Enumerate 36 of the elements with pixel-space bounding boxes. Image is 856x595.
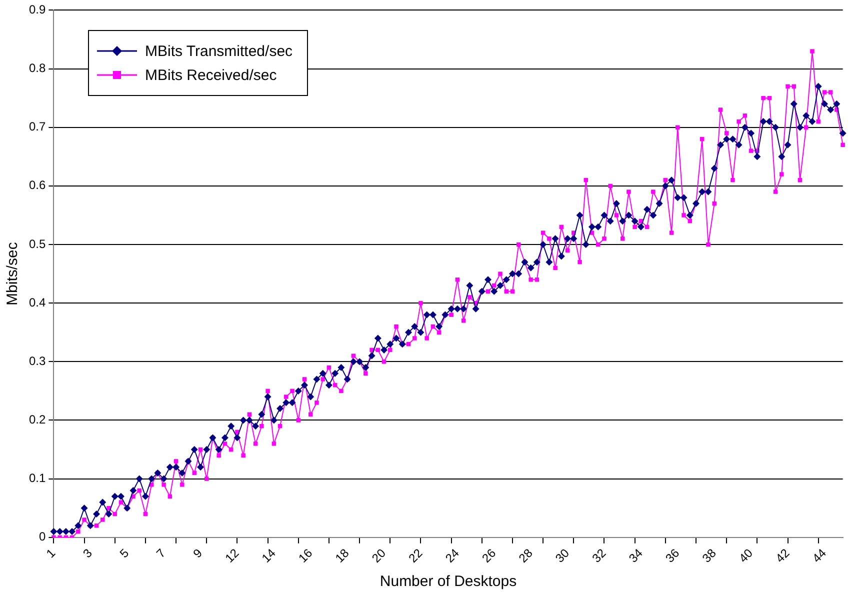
y-tick-label: 0.5 xyxy=(28,236,46,251)
x-tick-label: 24 xyxy=(442,546,462,566)
y-axis-title: Mbits/sec xyxy=(4,242,22,306)
x-tick-label: 7 xyxy=(154,546,168,561)
y-tick-label: 0.4 xyxy=(28,295,46,310)
x-tick-label: 28 xyxy=(516,546,536,566)
y-tick-label: 0.8 xyxy=(28,61,46,76)
x-tick-label: 36 xyxy=(662,546,682,566)
x-tick-label: 5 xyxy=(116,546,132,561)
y-tick-label: 0.1 xyxy=(28,471,46,486)
y-tick-label: 0.9 xyxy=(28,2,46,17)
y-tick-label: 0.7 xyxy=(28,120,46,134)
y-tick-label: 0.2 xyxy=(28,412,46,427)
x-axis-title: Number of Desktops xyxy=(380,573,517,590)
y-tick-label: 0.3 xyxy=(28,354,46,368)
x-tick-label: 34 xyxy=(626,546,646,566)
x-tick-label: 9 xyxy=(190,546,206,561)
x-tick-label: 18 xyxy=(332,546,352,566)
x-tick-label: 1 xyxy=(44,546,58,561)
x-tick-label: 12 xyxy=(222,546,242,566)
x-tick-label: 38 xyxy=(699,546,720,566)
x-tick-label: 3 xyxy=(80,546,96,561)
legend-label: MBits Received/sec xyxy=(145,66,277,84)
legend-label: MBits Transmitted/sec xyxy=(145,42,293,60)
x-tick-label: 30 xyxy=(552,546,572,566)
x-tick-label: 32 xyxy=(589,546,609,566)
x-tick-label: 22 xyxy=(406,546,426,566)
x-tick-label: 44 xyxy=(810,546,830,566)
y-tick-label: 0.6 xyxy=(28,178,46,192)
x-tick-label: 20 xyxy=(369,546,389,566)
x-tick-label: 16 xyxy=(296,546,316,566)
x-tick-label: 42 xyxy=(772,546,792,566)
y-tick-label: 0 xyxy=(38,530,46,544)
x-tick-label: 40 xyxy=(736,546,756,566)
x-tick-label: 26 xyxy=(479,546,499,566)
x-tick-label: 14 xyxy=(259,546,279,566)
